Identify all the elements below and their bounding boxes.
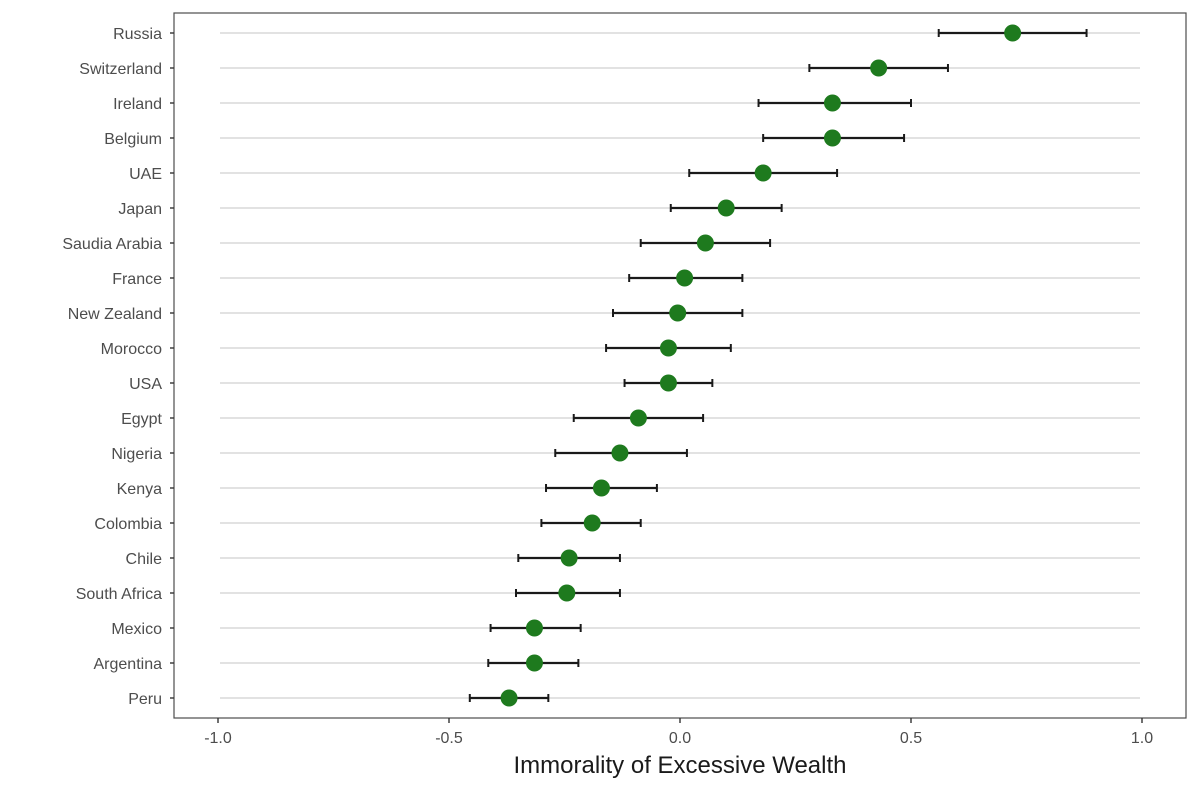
data-point-group — [628, 269, 744, 287]
data-point-group — [639, 234, 772, 252]
y-tick-label: Saudia Arabia — [62, 236, 162, 253]
x-tick-label: -0.5 — [435, 730, 463, 747]
data-point-marker — [696, 234, 714, 252]
data-point-marker — [500, 689, 518, 707]
data-point-group — [669, 199, 783, 217]
data-point-marker — [676, 269, 694, 287]
data-point-marker — [717, 199, 735, 217]
x-tick-label: 1.0 — [1131, 730, 1153, 747]
data-point-marker — [659, 374, 677, 392]
y-tick-label: Nigeria — [111, 446, 162, 463]
y-tick-label: Chile — [126, 551, 163, 568]
data-point-marker — [1004, 24, 1022, 42]
y-tick-label: Switzerland — [79, 61, 162, 78]
data-point-group — [540, 514, 642, 532]
x-tick-label: 0.0 — [669, 730, 691, 747]
data-point-marker — [560, 549, 578, 567]
data-point-marker — [823, 129, 841, 147]
y-tick-label: Kenya — [117, 481, 162, 498]
data-point-group — [489, 619, 582, 637]
data-series — [468, 24, 1088, 707]
y-tick-label: Egypt — [121, 411, 162, 428]
data-point-group — [572, 409, 705, 427]
data-point-marker — [659, 339, 677, 357]
y-axis: Russia Switzerland Ireland Belgium UAE Japan S… — [62, 26, 174, 708]
data-point-marker — [583, 514, 601, 532]
data-point-group — [688, 164, 839, 182]
data-point-group — [517, 549, 621, 567]
data-point-group — [612, 304, 744, 322]
y-tick-label: USA — [129, 376, 162, 393]
x-axis-title: Immorality of Excessive Wealth — [514, 752, 847, 779]
data-point-marker — [611, 444, 629, 462]
y-tick-label: Peru — [128, 691, 162, 708]
data-point-marker — [525, 654, 543, 672]
y-tick-label: New Zealand — [68, 306, 162, 323]
y-tick-label: Colombia — [94, 516, 162, 533]
data-point-marker — [558, 584, 576, 602]
data-point-group — [757, 94, 912, 112]
data-point-marker — [754, 164, 772, 182]
y-tick-label: Morocco — [101, 341, 162, 358]
x-axis: -1.0 -0.5 0.0 0.5 1.0 — [204, 718, 1153, 747]
data-point-group — [762, 129, 906, 147]
data-point-marker — [823, 94, 841, 112]
y-tick-label: UAE — [129, 166, 162, 183]
data-point-group — [468, 689, 550, 707]
data-point-group — [937, 24, 1088, 42]
data-point-group — [554, 444, 688, 462]
data-point-group — [514, 584, 621, 602]
data-point-marker — [669, 304, 687, 322]
data-point-marker — [870, 59, 888, 77]
x-tick-label: -1.0 — [204, 730, 232, 747]
y-tick-label: Russia — [113, 26, 162, 43]
data-point-marker — [592, 479, 610, 497]
data-point-group — [487, 654, 580, 672]
y-tick-label: Ireland — [113, 96, 162, 113]
y-tick-label: South Africa — [76, 586, 162, 603]
data-point-group — [623, 374, 714, 392]
y-tick-label: Mexico — [111, 621, 162, 638]
data-point-group — [545, 479, 658, 497]
data-point-group — [605, 339, 732, 357]
y-tick-label: Belgium — [104, 131, 162, 148]
x-tick-label: 0.5 — [900, 730, 922, 747]
y-tick-label: Japan — [118, 201, 162, 218]
data-point-marker — [629, 409, 647, 427]
data-point-marker — [525, 619, 543, 637]
plot-panel — [173, 12, 1187, 719]
y-tick-label: Argentina — [94, 656, 163, 673]
y-tick-label: France — [112, 271, 162, 288]
data-point-group — [808, 59, 949, 77]
